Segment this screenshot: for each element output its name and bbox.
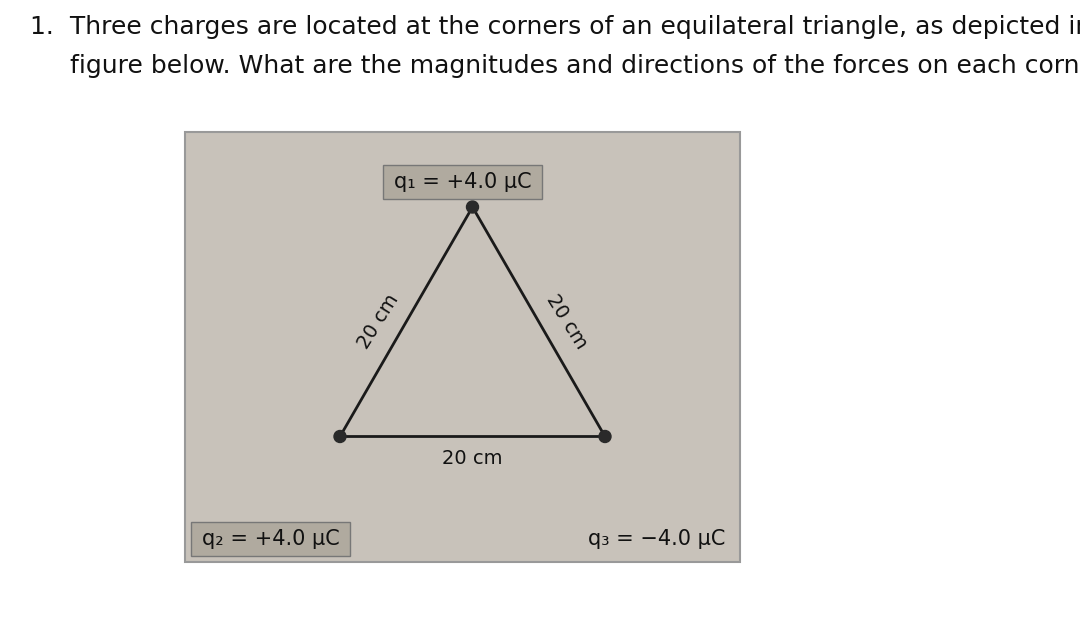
- Circle shape: [467, 201, 478, 213]
- Circle shape: [334, 430, 346, 442]
- Text: 20 cm: 20 cm: [542, 291, 591, 353]
- Text: q₃ = −4.0 μC: q₃ = −4.0 μC: [588, 529, 725, 549]
- Text: 20 cm: 20 cm: [354, 291, 403, 353]
- Text: figure below. What are the magnitudes and directions of the forces on each corne: figure below. What are the magnitudes an…: [30, 54, 1080, 78]
- Text: 20 cm: 20 cm: [442, 449, 503, 468]
- FancyBboxPatch shape: [383, 165, 542, 199]
- Text: q₂ = +4.0 μC: q₂ = +4.0 μC: [202, 529, 339, 549]
- FancyBboxPatch shape: [191, 522, 350, 556]
- Circle shape: [599, 430, 611, 442]
- Text: 1.  Three charges are located at the corners of an equilateral triangle, as depi: 1. Three charges are located at the corn…: [30, 15, 1080, 39]
- FancyBboxPatch shape: [185, 132, 740, 562]
- Text: q₁ = +4.0 μC: q₁ = +4.0 μC: [394, 172, 531, 192]
